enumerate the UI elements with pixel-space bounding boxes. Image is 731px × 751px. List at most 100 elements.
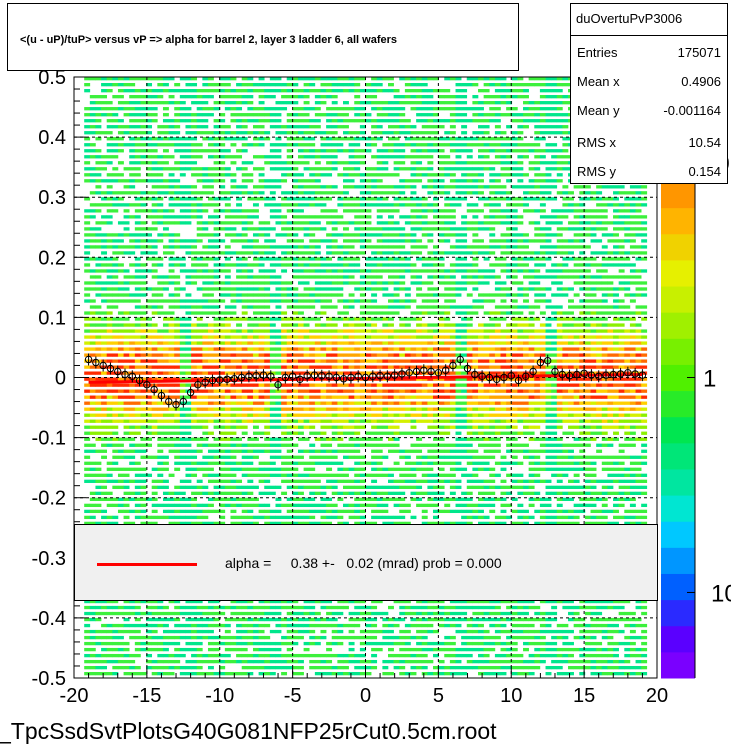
heatmap-cell <box>207 665 214 670</box>
heatmap-cell <box>410 173 417 177</box>
heatmap-cell <box>343 509 349 514</box>
heatmap-cell <box>106 203 113 207</box>
heatmap-cell <box>314 461 321 465</box>
heatmap-cell <box>162 419 169 423</box>
heatmap-cell <box>320 605 327 610</box>
heatmap-cell <box>134 359 141 363</box>
heatmap-cell <box>224 491 231 495</box>
heatmap-cell <box>314 113 321 117</box>
heatmap-cell <box>326 347 333 351</box>
heatmap-cell <box>134 275 141 279</box>
heatmap-cell <box>292 263 299 267</box>
heatmap-cell <box>185 317 192 321</box>
heatmap-cell <box>230 131 237 135</box>
heatmap-cell <box>219 185 226 189</box>
heatmap-cell <box>365 503 372 508</box>
heatmap-cell <box>286 413 293 417</box>
heatmap-cell <box>275 473 282 477</box>
heatmap-cell <box>388 623 394 628</box>
heatmap-cell <box>388 311 394 315</box>
heatmap-cell <box>179 671 186 676</box>
heatmap-cell <box>388 119 394 123</box>
heatmap-cell <box>151 269 158 273</box>
heatmap-cell <box>337 671 344 676</box>
heatmap-cell <box>309 383 316 387</box>
heatmap-cell <box>297 305 304 309</box>
heatmap-cell <box>179 137 186 141</box>
heatmap-cell <box>151 419 158 423</box>
heatmap-cell <box>292 671 299 676</box>
heatmap-cell <box>388 485 394 489</box>
heatmap-cell <box>410 647 417 652</box>
heatmap-cell <box>359 281 366 285</box>
heatmap-cell <box>241 623 248 628</box>
heatmap-cell <box>388 419 394 423</box>
heatmap-cell <box>252 359 259 363</box>
heatmap-cell <box>202 659 209 664</box>
heatmap-cell <box>399 455 406 459</box>
heatmap-cell <box>213 107 220 111</box>
heatmap-cell <box>84 671 91 676</box>
heatmap-cell <box>151 173 158 177</box>
heatmap-cell <box>123 623 130 628</box>
heatmap-cell <box>281 83 288 87</box>
heatmap-cell <box>269 665 276 670</box>
heatmap-cell <box>219 299 226 303</box>
heatmap-cell <box>309 641 316 646</box>
heatmap-cell <box>219 197 226 201</box>
heatmap-cell <box>320 671 327 676</box>
heatmap-cell <box>292 245 299 249</box>
heatmap-cell <box>404 137 411 141</box>
heatmap-cell <box>410 341 417 345</box>
heatmap-cell <box>258 461 265 465</box>
heatmap-cell <box>247 323 254 327</box>
heatmap-cell <box>326 353 333 357</box>
heatmap-cell <box>230 113 237 117</box>
heatmap-cell <box>264 305 271 309</box>
heatmap-cell <box>314 473 321 477</box>
heatmap-cell <box>326 503 333 508</box>
heatmap-cell <box>134 377 141 381</box>
heatmap-cell <box>365 317 372 321</box>
heatmap-cell <box>151 245 158 249</box>
heatmap-cell <box>399 185 406 189</box>
heatmap-cell <box>89 515 96 520</box>
heatmap-cell <box>286 383 293 387</box>
heatmap-cell <box>314 281 321 285</box>
heatmap-cell <box>354 155 361 159</box>
heatmap-cell <box>112 635 119 640</box>
heatmap-cell <box>404 167 411 171</box>
heatmap-cell <box>258 407 265 411</box>
heatmap-cell <box>365 185 372 189</box>
heatmap-cell <box>359 653 366 658</box>
heatmap-cell <box>354 167 361 171</box>
heatmap-cell <box>404 407 411 411</box>
heatmap-cell <box>247 389 254 393</box>
heatmap-cell <box>117 347 124 351</box>
heatmap-cell <box>230 515 237 520</box>
heatmap-cell <box>326 665 333 670</box>
heatmap-cell <box>269 95 276 99</box>
heatmap-cell <box>196 623 203 628</box>
heatmap-cell <box>404 323 411 327</box>
heatmap-cell <box>393 335 400 339</box>
heatmap-cell <box>331 641 338 646</box>
heatmap-cell <box>404 509 411 514</box>
heatmap-cell <box>264 647 271 652</box>
heatmap-cell <box>196 419 203 423</box>
heatmap-cell <box>146 377 153 381</box>
heatmap-cell <box>162 509 169 514</box>
heatmap-cell <box>146 395 153 399</box>
heatmap-cell <box>337 245 344 249</box>
heatmap-cell <box>84 413 91 417</box>
heatmap-cell <box>371 275 378 279</box>
heatmap-cell <box>236 269 243 273</box>
heatmap-cell <box>112 467 119 471</box>
heatmap-cell <box>314 311 321 315</box>
heatmap-cell <box>399 407 406 411</box>
heatmap-cell <box>399 389 406 393</box>
heatmap-cell <box>191 209 198 213</box>
heatmap-cell <box>399 341 406 345</box>
heatmap-cell <box>382 443 389 447</box>
heatmap-cell <box>309 629 316 634</box>
